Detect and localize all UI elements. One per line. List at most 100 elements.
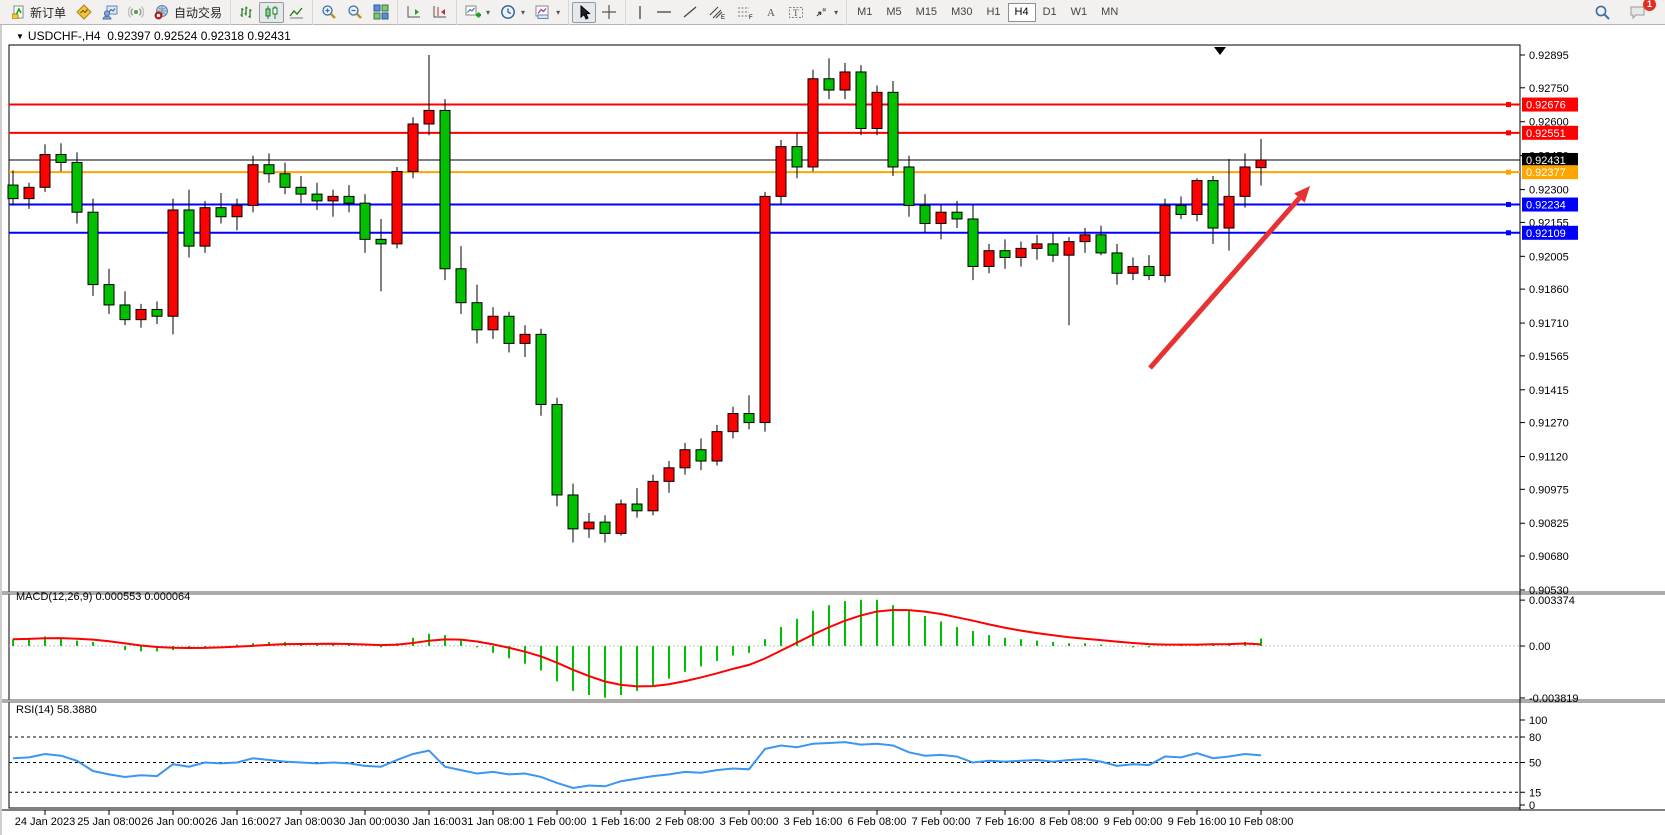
arrows-tool-button[interactable]: ▾ (809, 2, 843, 23)
svg-text:F: F (749, 15, 753, 20)
svg-text:8 Feb 08:00: 8 Feb 08:00 (1040, 816, 1099, 828)
toolbar-group-trade: 新订单 自动交易 (4, 0, 230, 25)
svg-text:0.92750: 0.92750 (1529, 83, 1569, 95)
trend-arrow-annotation[interactable] (1148, 186, 1310, 370)
horizontal-line-tool-button[interactable] (651, 2, 677, 23)
svg-text:0.90530: 0.90530 (1529, 585, 1569, 597)
timeframe-button-H1[interactable]: H1 (986, 6, 1001, 18)
svg-text:0.90680: 0.90680 (1529, 551, 1569, 563)
text-tool-button[interactable]: A (759, 2, 783, 23)
zoom-in-icon (321, 4, 337, 20)
line-chart-mode-button[interactable] (284, 2, 309, 23)
new-order-button[interactable]: 新订单 (7, 2, 71, 23)
svg-text:0.91270: 0.91270 (1529, 418, 1569, 430)
equidistant-channel-icon: E (708, 5, 726, 20)
arrows-tool-icon (814, 5, 829, 19)
text-label-tool-button[interactable]: T (783, 2, 809, 23)
chart-shift-button[interactable] (427, 2, 453, 23)
toolbar-right-group: 1 (1589, 0, 1661, 23)
equidistant-channel-tool-button[interactable]: E (703, 2, 731, 23)
timeframe-button-MN[interactable]: MN (1101, 6, 1119, 18)
auto-scroll-icon (406, 4, 422, 20)
indicators-button[interactable]: ▾ (460, 2, 495, 23)
auto-scroll-button[interactable] (401, 2, 427, 23)
toolbar-group-zoom (312, 0, 397, 25)
zoom-out-button[interactable] (342, 2, 368, 23)
svg-text:0.92300: 0.92300 (1529, 185, 1569, 197)
svg-text:3 Feb 00:00: 3 Feb 00:00 (720, 816, 779, 828)
chart-shift-marker[interactable] (1214, 47, 1226, 55)
svg-text:100: 100 (1529, 715, 1547, 727)
cursor-tool-button[interactable] (572, 1, 597, 23)
timeframe-button-W1[interactable]: W1 (1070, 6, 1088, 18)
periods-button[interactable]: ▾ (495, 2, 530, 23)
timeframe-button-M30[interactable]: M30 (951, 6, 973, 18)
svg-text:0.92005: 0.92005 (1529, 251, 1569, 263)
zoom-in-button[interactable] (316, 2, 342, 23)
chart-canvas[interactable]: 0.928950.927500.926000.924500.923000.921… (2, 25, 1665, 835)
timeframe-button-D1[interactable]: D1 (1042, 6, 1057, 18)
templates-button[interactable]: ▾ (530, 2, 565, 23)
chart-title-symbol: USDCHF-,H4 (27, 29, 101, 43)
trendline-icon (682, 5, 698, 19)
candlestick-mode-button[interactable] (259, 1, 285, 23)
new-chart-button[interactable] (71, 2, 97, 23)
svg-text:10 Feb 08:00: 10 Feb 08:00 (1229, 816, 1294, 828)
svg-text:0.92600: 0.92600 (1529, 117, 1569, 129)
timeframe-button-M5[interactable]: M5 (886, 6, 902, 18)
svg-text:0.003374: 0.003374 (1529, 595, 1575, 607)
svg-text:0.91565: 0.91565 (1529, 351, 1569, 363)
toolbar-group-objects: E F A T ▾ (625, 0, 846, 25)
svg-text:15: 15 (1529, 787, 1541, 799)
macd-indicator: 0.003374 0.00 -0.003819 (9, 595, 1579, 705)
tile-windows-icon (373, 4, 389, 20)
macd-pane (8, 593, 1521, 701)
fibonacci-icon: F (736, 5, 754, 20)
svg-text:26 Jan 16:00: 26 Jan 16:00 (205, 816, 269, 828)
signal-icon (128, 4, 145, 20)
trendline-tool-button[interactable] (677, 2, 703, 23)
svg-text:0.92109: 0.92109 (1526, 228, 1566, 240)
candlestick-series (7, 55, 1267, 543)
svg-text:0.92431: 0.92431 (1526, 155, 1566, 167)
svg-text:0.92676: 0.92676 (1526, 100, 1566, 112)
svg-text:A: A (767, 7, 775, 19)
toolbar-group-chart-mode (230, 0, 312, 25)
timeframe-button-H4[interactable]: H4 (1007, 2, 1036, 22)
svg-text:7 Feb 16:00: 7 Feb 16:00 (976, 816, 1035, 828)
svg-text:0.92234: 0.92234 (1526, 200, 1566, 212)
signal-button[interactable] (123, 2, 149, 23)
svg-text:9 Feb 00:00: 9 Feb 00:00 (1104, 816, 1163, 828)
svg-text:27 Jan 08:00: 27 Jan 08:00 (269, 816, 333, 828)
vertical-line-tool-button[interactable] (629, 2, 651, 23)
svg-text:0.91120: 0.91120 (1529, 452, 1568, 464)
svg-text:E: E (721, 15, 725, 20)
notifications-button[interactable]: 1 (1624, 0, 1656, 23)
text-icon: A (764, 5, 778, 19)
autotrading-icon (154, 4, 170, 20)
svg-text:2 Feb 08:00: 2 Feb 08:00 (656, 816, 715, 828)
crosshair-icon (601, 4, 617, 20)
crosshair-tool-button[interactable] (596, 2, 622, 23)
tile-windows-button[interactable] (368, 2, 394, 23)
profiles-button[interactable] (97, 2, 123, 23)
fibonacci-tool-button[interactable]: F (731, 2, 759, 23)
templates-dropdown-arrow: ▾ (556, 7, 561, 17)
timeframe-button-M1[interactable]: M1 (857, 6, 873, 18)
periods-clock-icon (500, 4, 516, 20)
svg-text:0.91860: 0.91860 (1529, 284, 1569, 296)
timeframe-button-M15[interactable]: M15 (915, 6, 938, 18)
svg-text:80: 80 (1529, 732, 1541, 744)
chart-title-collapse-icon[interactable]: ▼ (16, 32, 24, 41)
autotrading-button[interactable]: 自动交易 (149, 2, 227, 23)
svg-text:T: T (793, 8, 799, 18)
bar-chart-mode-button[interactable] (234, 2, 259, 23)
notification-badge: 1 (1643, 0, 1656, 11)
search-button[interactable] (1589, 2, 1616, 23)
svg-text:0.91415: 0.91415 (1529, 385, 1569, 397)
svg-text:24 Jan 2023: 24 Jan 2023 (15, 816, 76, 828)
rsi-indicator-label: RSI(14) 58.3880 (16, 704, 97, 716)
line-chart-icon (289, 5, 304, 20)
